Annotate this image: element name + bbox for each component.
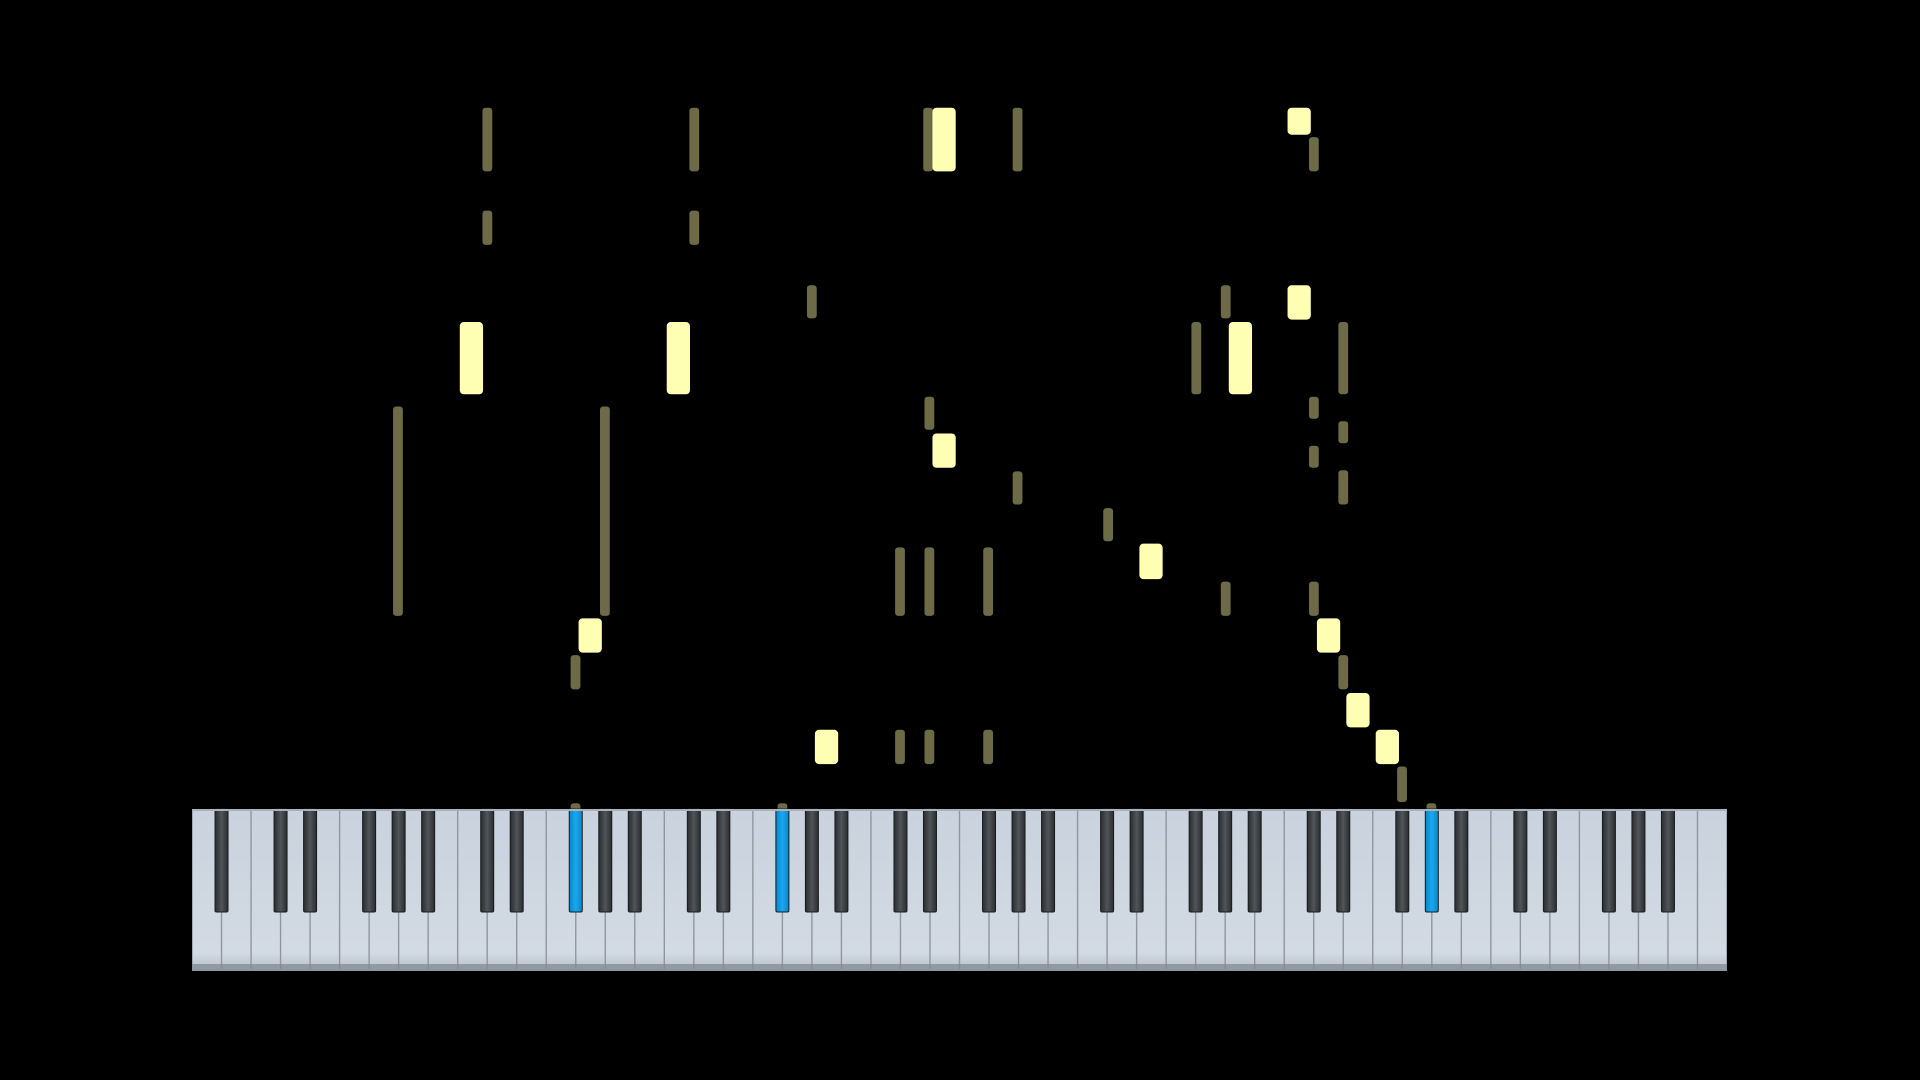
note-dim — [924, 729, 935, 765]
note-active — [1228, 322, 1253, 395]
black-key — [1336, 808, 1351, 913]
black-key — [1395, 808, 1410, 913]
note-active — [814, 729, 839, 765]
black-key — [1513, 808, 1528, 913]
black-key — [686, 808, 701, 913]
note-active — [1375, 729, 1399, 765]
black-key — [1601, 808, 1616, 913]
note-dim — [600, 406, 610, 616]
note-dim — [895, 729, 905, 765]
black-key — [893, 808, 908, 913]
black-key — [627, 808, 642, 913]
note-dim — [923, 107, 934, 172]
black-key — [214, 808, 229, 913]
note-dim — [482, 107, 493, 172]
note-dim — [983, 547, 994, 616]
note-dim — [924, 547, 935, 616]
black-key — [1542, 808, 1557, 913]
note-active — [1316, 618, 1341, 653]
note-active — [666, 322, 690, 395]
note-dim — [1103, 508, 1114, 542]
note-dim — [1191, 322, 1202, 395]
black-key — [273, 808, 288, 913]
black-key — [480, 808, 495, 913]
note-dim — [1338, 322, 1349, 395]
note-dim — [1308, 445, 1319, 468]
black-key — [391, 808, 406, 913]
note-dim — [806, 285, 817, 319]
note-active — [459, 322, 484, 395]
note-dim — [1220, 285, 1231, 319]
note-dim — [1338, 655, 1349, 690]
black-key-pressed — [1424, 808, 1439, 913]
note-dim — [393, 406, 403, 616]
black-key — [1129, 808, 1144, 913]
black-key — [1218, 808, 1233, 913]
black-key — [303, 808, 318, 913]
black-key — [509, 808, 524, 913]
note-dim — [924, 396, 935, 430]
note-active — [932, 107, 956, 172]
white-key — [1698, 809, 1727, 969]
note-dim — [1338, 470, 1349, 505]
black-key — [1041, 808, 1056, 913]
note-active — [1287, 285, 1311, 320]
black-key — [716, 808, 731, 913]
falling-notes — [393, 107, 1437, 814]
black-key — [421, 808, 436, 913]
note-dim — [689, 107, 700, 172]
note-active — [1346, 693, 1370, 728]
note-dim — [1338, 421, 1349, 444]
black-key-pressed — [568, 808, 583, 913]
note-dim — [1308, 581, 1319, 616]
black-key — [1188, 808, 1203, 913]
black-key — [1631, 808, 1646, 913]
black-key — [362, 808, 377, 913]
note-dim — [1012, 471, 1023, 505]
note-dim — [1308, 396, 1319, 419]
note-active — [578, 618, 602, 653]
note-dim — [1397, 766, 1407, 803]
note-dim — [1012, 107, 1023, 172]
keyboard — [192, 808, 1727, 971]
black-key — [1660, 808, 1675, 913]
black-key-pressed — [775, 808, 790, 913]
note-active — [932, 433, 956, 468]
black-key — [982, 808, 997, 913]
keyboard-top-line — [192, 809, 1727, 811]
note-dim — [482, 210, 493, 245]
note-dim — [1308, 137, 1319, 172]
black-key — [1247, 808, 1262, 913]
black-key — [1011, 808, 1026, 913]
note-dim — [689, 210, 700, 245]
black-key — [804, 808, 819, 913]
black-key — [922, 808, 937, 913]
black-key — [1454, 808, 1469, 913]
black-key — [598, 808, 613, 913]
black-key — [1100, 808, 1115, 913]
note-active — [1139, 543, 1163, 580]
keyboard-edge — [192, 964, 1727, 969]
note-active — [1287, 107, 1311, 135]
note-dim — [895, 547, 905, 616]
note-dim — [1220, 581, 1231, 616]
black-key — [834, 808, 849, 913]
note-dim — [983, 729, 994, 765]
black-key — [1306, 808, 1321, 913]
note-dim — [570, 655, 581, 690]
